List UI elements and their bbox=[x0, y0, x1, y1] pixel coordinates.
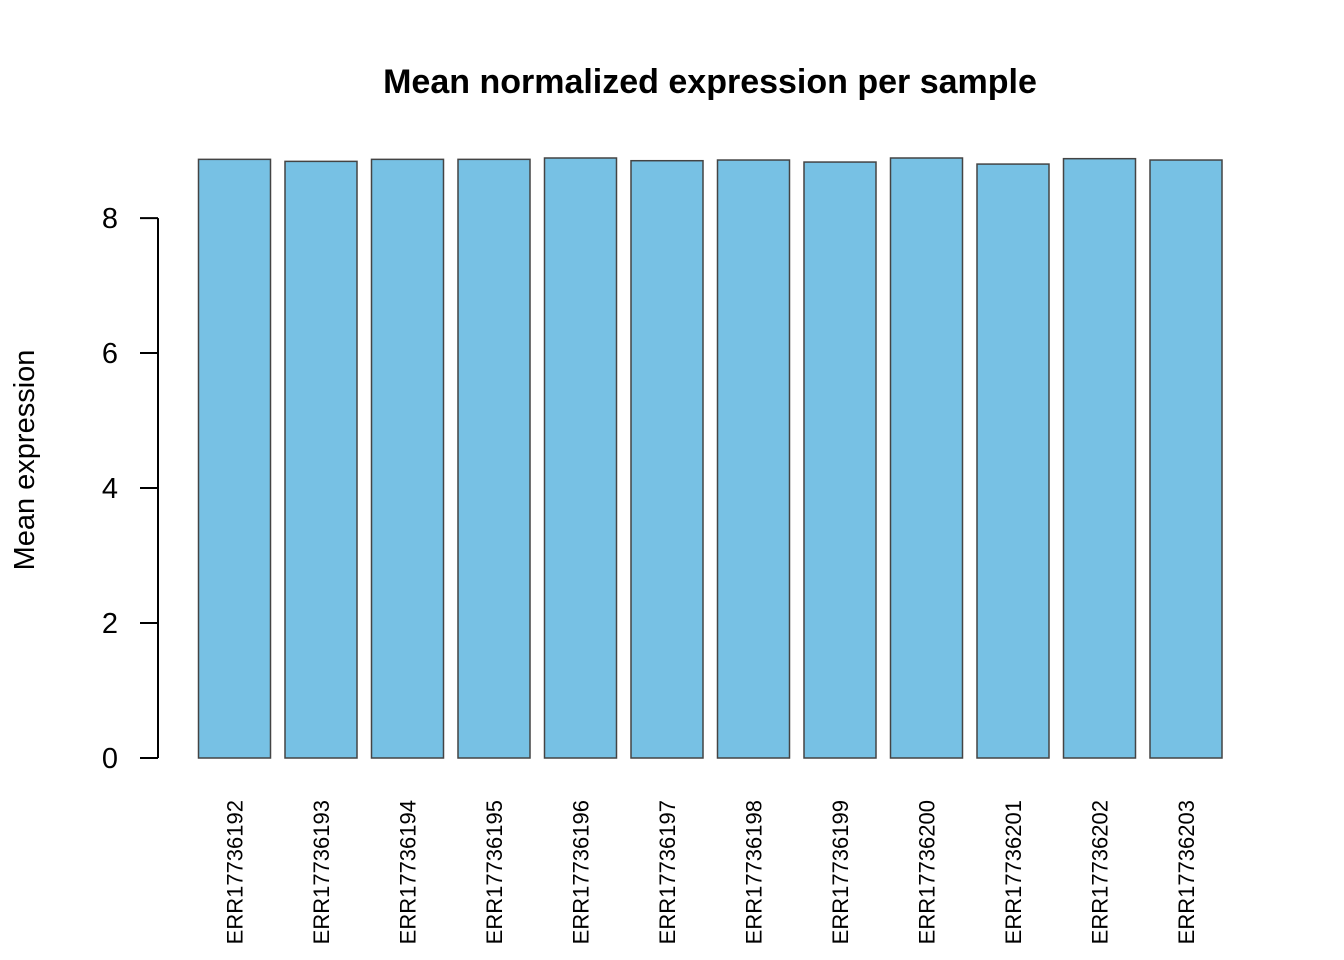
bar-ERR17736200 bbox=[889, 157, 964, 759]
x-tick-label: ERR17736194 bbox=[396, 800, 421, 944]
bar-ERR17736192 bbox=[197, 158, 272, 759]
x-tick-label: ERR17736193 bbox=[309, 800, 334, 944]
bar-ERR17736195 bbox=[457, 158, 531, 759]
x-tick-label: ERR17736203 bbox=[1174, 800, 1199, 944]
bar-ERR17736194 bbox=[370, 158, 445, 759]
y-tick-label: 6 bbox=[102, 338, 118, 370]
x-tick-label: ERR17736200 bbox=[915, 800, 940, 944]
y-axis-label: Mean expression bbox=[9, 350, 41, 571]
x-tick-label: ERR17736201 bbox=[1001, 800, 1026, 944]
bar-ERR17736193 bbox=[284, 160, 358, 759]
x-tick-label: ERR17736198 bbox=[742, 800, 767, 944]
x-tick-label: ERR17736199 bbox=[828, 800, 853, 944]
bar-ERR17736198 bbox=[716, 159, 791, 759]
y-tick-label: 8 bbox=[102, 203, 118, 235]
y-tick-label: 4 bbox=[102, 473, 118, 505]
bar-ERR17736203 bbox=[1149, 159, 1223, 759]
bar-ERR17736197 bbox=[630, 159, 704, 759]
bars-group bbox=[197, 157, 1223, 759]
bar-ERR17736196 bbox=[543, 157, 618, 759]
x-tick-labels: ERR17736192 ERR17736193 ERR17736194 ERR1773… bbox=[223, 800, 1200, 944]
x-tick-label: ERR17736197 bbox=[655, 800, 680, 944]
y-tick-label: 2 bbox=[102, 608, 118, 640]
bar-ERR17736201 bbox=[976, 163, 1050, 759]
x-tick-label: ERR17736202 bbox=[1088, 800, 1113, 944]
bar-ERR17736202 bbox=[1062, 157, 1137, 759]
x-tick-label: ERR17736192 bbox=[223, 800, 248, 944]
x-tick-label: ERR17736196 bbox=[569, 800, 594, 944]
chart-title: Mean normalized expression per sample bbox=[383, 63, 1037, 101]
y-axis: 0 2 4 6 8 bbox=[102, 203, 159, 775]
y-tick-label: 0 bbox=[102, 743, 118, 775]
bar-ERR17736199 bbox=[803, 161, 877, 759]
x-tick-label: ERR17736195 bbox=[482, 800, 507, 944]
